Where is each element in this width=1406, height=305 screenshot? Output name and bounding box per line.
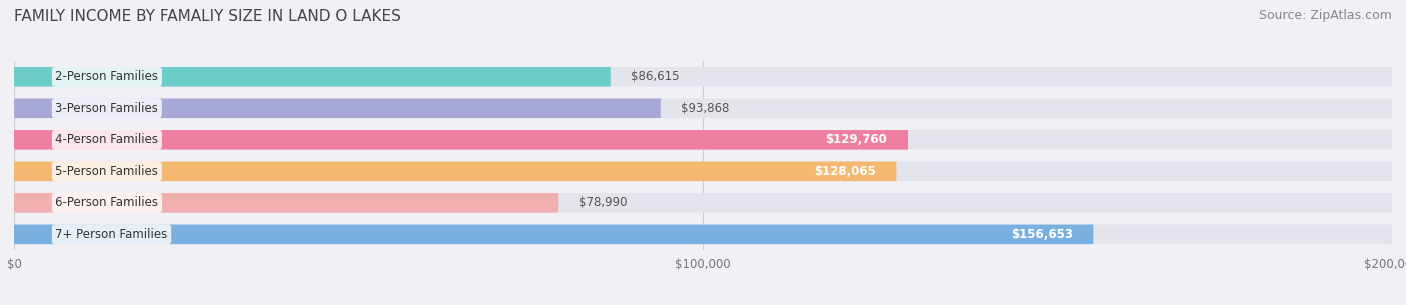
FancyBboxPatch shape xyxy=(14,67,610,87)
Text: $156,653: $156,653 xyxy=(1011,228,1073,241)
Text: 5-Person Families: 5-Person Families xyxy=(55,165,159,178)
Text: 2-Person Families: 2-Person Families xyxy=(55,70,159,83)
Text: Source: ZipAtlas.com: Source: ZipAtlas.com xyxy=(1258,9,1392,22)
Text: $128,065: $128,065 xyxy=(814,165,876,178)
Text: FAMILY INCOME BY FAMALIY SIZE IN LAND O LAKES: FAMILY INCOME BY FAMALIY SIZE IN LAND O … xyxy=(14,9,401,24)
FancyBboxPatch shape xyxy=(14,67,1392,87)
Text: $78,990: $78,990 xyxy=(579,196,627,209)
FancyBboxPatch shape xyxy=(14,224,1392,244)
Text: 3-Person Families: 3-Person Families xyxy=(55,102,159,115)
FancyBboxPatch shape xyxy=(14,224,1094,244)
Text: 6-Person Families: 6-Person Families xyxy=(55,196,159,209)
FancyBboxPatch shape xyxy=(14,130,1392,149)
Text: 7+ Person Families: 7+ Person Families xyxy=(55,228,167,241)
FancyBboxPatch shape xyxy=(14,193,1392,213)
FancyBboxPatch shape xyxy=(14,99,1392,118)
Text: $93,868: $93,868 xyxy=(682,102,730,115)
FancyBboxPatch shape xyxy=(14,130,908,149)
Text: $129,760: $129,760 xyxy=(825,133,887,146)
Text: $86,615: $86,615 xyxy=(631,70,681,83)
FancyBboxPatch shape xyxy=(14,99,661,118)
FancyBboxPatch shape xyxy=(14,193,558,213)
Text: 4-Person Families: 4-Person Families xyxy=(55,133,159,146)
FancyBboxPatch shape xyxy=(14,162,897,181)
FancyBboxPatch shape xyxy=(14,162,1392,181)
